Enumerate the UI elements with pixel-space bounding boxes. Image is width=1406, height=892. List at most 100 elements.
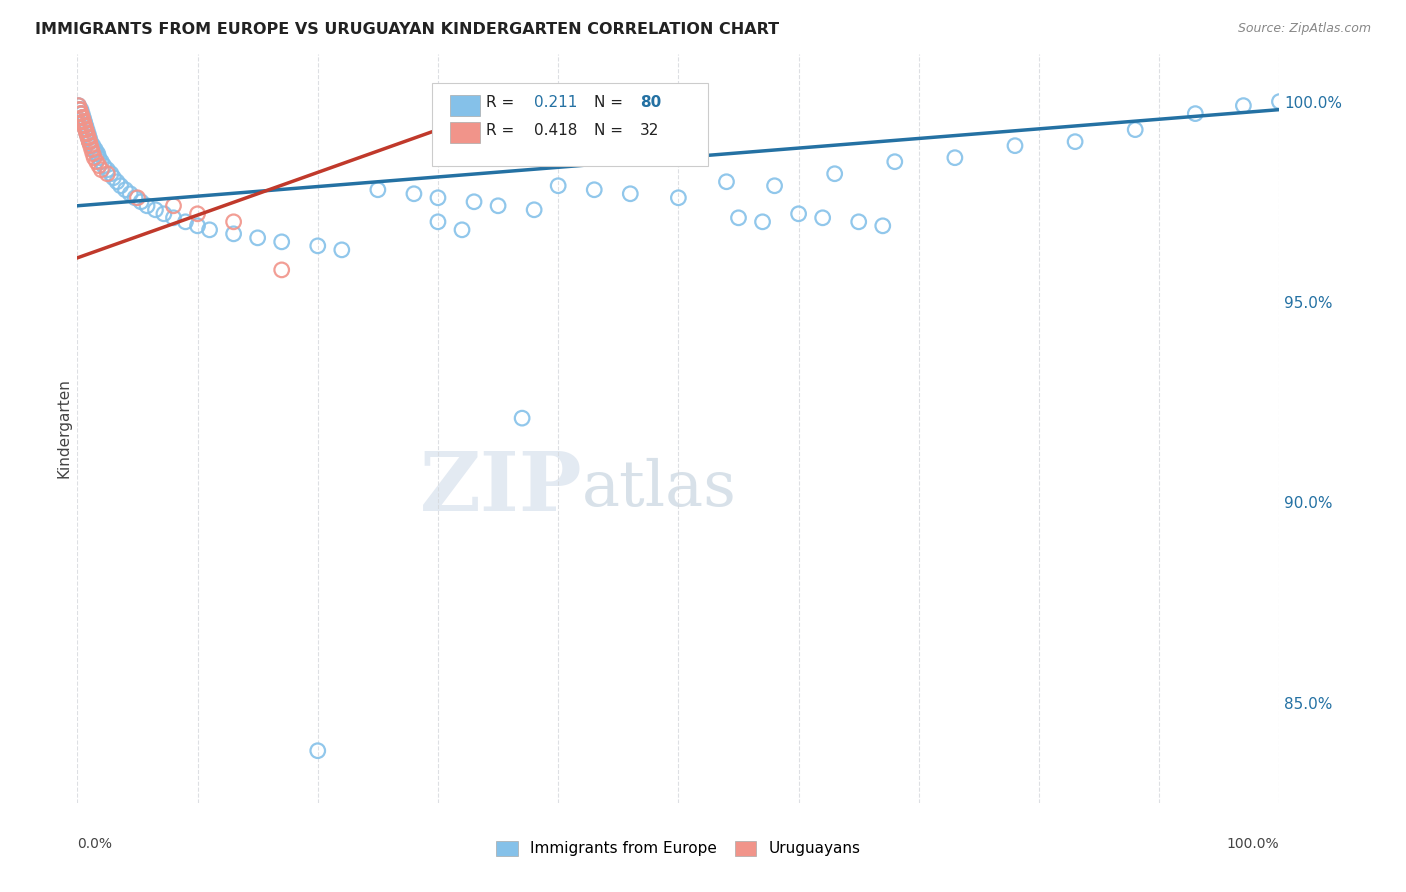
Point [187,207,209,221]
Point [86,154,108,169]
Point [75,122,97,136]
Point [427,215,450,229]
Point [87,159,110,173]
Point [751,215,773,229]
Point [136,199,159,213]
Point [848,215,870,229]
Point [124,191,146,205]
Point [73,119,96,133]
Text: R =: R = [486,123,519,138]
Point [307,744,329,758]
Point [70,106,93,120]
Point [79,135,101,149]
Point [87,146,110,161]
Point [463,194,485,209]
FancyBboxPatch shape [432,84,709,166]
Text: 0.0%: 0.0% [77,837,112,850]
Point [73,119,96,133]
Text: 0.211: 0.211 [534,95,578,110]
Point [82,146,104,161]
Point [75,122,97,136]
Point [70,106,93,120]
Point [77,130,100,145]
Point [523,202,546,217]
Point [127,191,149,205]
Text: ZIP: ZIP [419,448,582,528]
Point [77,130,100,145]
Point [83,143,105,157]
Point [73,119,96,133]
Point [153,207,176,221]
Point [1184,106,1206,120]
Text: Source: ZipAtlas.com: Source: ZipAtlas.com [1237,22,1371,36]
Point [70,106,93,120]
Point [270,263,292,277]
Point [943,151,966,165]
Point [114,183,136,197]
Point [72,114,94,128]
Point [824,167,846,181]
Point [1123,122,1146,136]
Point [510,411,533,425]
Point [79,135,101,149]
FancyBboxPatch shape [450,122,479,144]
Point [82,138,104,153]
Point [83,151,105,165]
Point [75,119,97,133]
Point [270,235,292,249]
Point [70,111,93,125]
Point [187,219,209,233]
Point [69,103,91,117]
Point [79,135,101,149]
Point [402,186,425,201]
Point [72,111,94,125]
Point [727,211,749,225]
Point [87,151,110,165]
Point [198,223,221,237]
Point [70,111,93,125]
Point [129,194,152,209]
Point [90,154,112,169]
Point [73,114,96,128]
Text: 32: 32 [640,123,659,138]
Point [76,122,98,136]
Point [79,130,101,145]
Legend: Immigrants from Europe, Uruguayans: Immigrants from Europe, Uruguayans [491,835,866,863]
Point [547,178,569,193]
Point [72,114,94,128]
Point [69,103,91,117]
Point [668,191,690,205]
Point [330,243,353,257]
Point [67,98,90,112]
Point [367,183,389,197]
Point [1064,135,1087,149]
Point [1004,138,1026,153]
Point [427,191,450,205]
Point [76,127,98,141]
Point [86,146,108,161]
Point [100,167,122,181]
Text: N =: N = [595,95,628,110]
Text: 80: 80 [640,95,661,110]
Point [222,215,245,229]
Point [79,138,101,153]
Point [716,175,738,189]
Text: 100.0%: 100.0% [1227,837,1279,850]
Point [90,162,112,177]
Point [105,175,128,189]
Point [76,127,98,141]
Point [96,162,118,177]
Point [80,143,103,157]
Point [145,202,167,217]
Point [76,127,98,141]
Point [79,135,101,149]
Text: IMMIGRANTS FROM EUROPE VS URUGUAYAN KINDERGARTEN CORRELATION CHART: IMMIGRANTS FROM EUROPE VS URUGUAYAN KIND… [35,22,779,37]
Point [77,127,100,141]
Point [120,186,142,201]
Point [77,130,100,145]
Point [583,183,606,197]
Point [96,167,118,181]
Point [872,219,894,233]
Point [69,103,91,117]
Point [162,199,184,213]
